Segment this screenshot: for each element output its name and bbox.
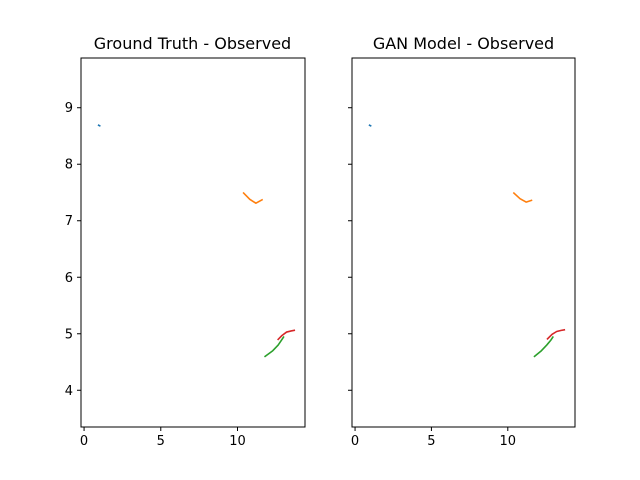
ground-truth-y-tick-label-2: 6: [65, 271, 73, 286]
ground-truth-x-tick-label-0: 0: [80, 434, 88, 449]
ground-truth-title: Ground Truth - Observed: [94, 34, 291, 53]
gan-model-axes-frame: [351, 57, 576, 428]
ground-truth-series-2-line: [263, 336, 285, 358]
ground-truth-y-tick-label-1: 5: [65, 327, 73, 342]
ground-truth-series-0-line: [97, 124, 101, 127]
gan-model-x-tick-label-1: 5: [427, 434, 435, 449]
ground-truth-panel: Ground Truth - Observed 0 5 10 4 5 6 7 8 9: [65, 34, 306, 449]
ground-truth-series-1-line: [242, 191, 264, 205]
ground-truth-y-tick-label-3: 7: [65, 214, 73, 229]
gan-model-panel: GAN Model - Observed 0 5 10: [348, 34, 576, 449]
ground-truth-axes-frame: [80, 57, 306, 428]
gan-model-x-tick-label-0: 0: [351, 434, 359, 449]
gan-model-title: GAN Model - Observed: [373, 34, 554, 53]
gan-model-series-3-line: [546, 328, 566, 340]
gan-model-x-tick-label-2: 10: [500, 434, 517, 449]
ground-truth-series-3-line: [277, 329, 296, 341]
ground-truth-x-tick-label-1: 5: [157, 434, 165, 449]
gan-model-plot-area: 0 5 10: [348, 57, 576, 449]
ground-truth-y-tick-label-0: 4: [65, 384, 73, 399]
ground-truth-plot-area: 0 5 10 4 5 6 7 8 9: [65, 57, 306, 449]
ground-truth-y-tick-label-4: 8: [65, 158, 73, 173]
gan-model-series-0-line: [368, 124, 372, 127]
gan-model-series-2-line: [533, 336, 554, 358]
ground-truth-x-tick-label-2: 10: [229, 434, 246, 449]
gan-model-series-1-line: [512, 191, 533, 203]
ground-truth-y-tick-label-5: 9: [65, 101, 73, 116]
